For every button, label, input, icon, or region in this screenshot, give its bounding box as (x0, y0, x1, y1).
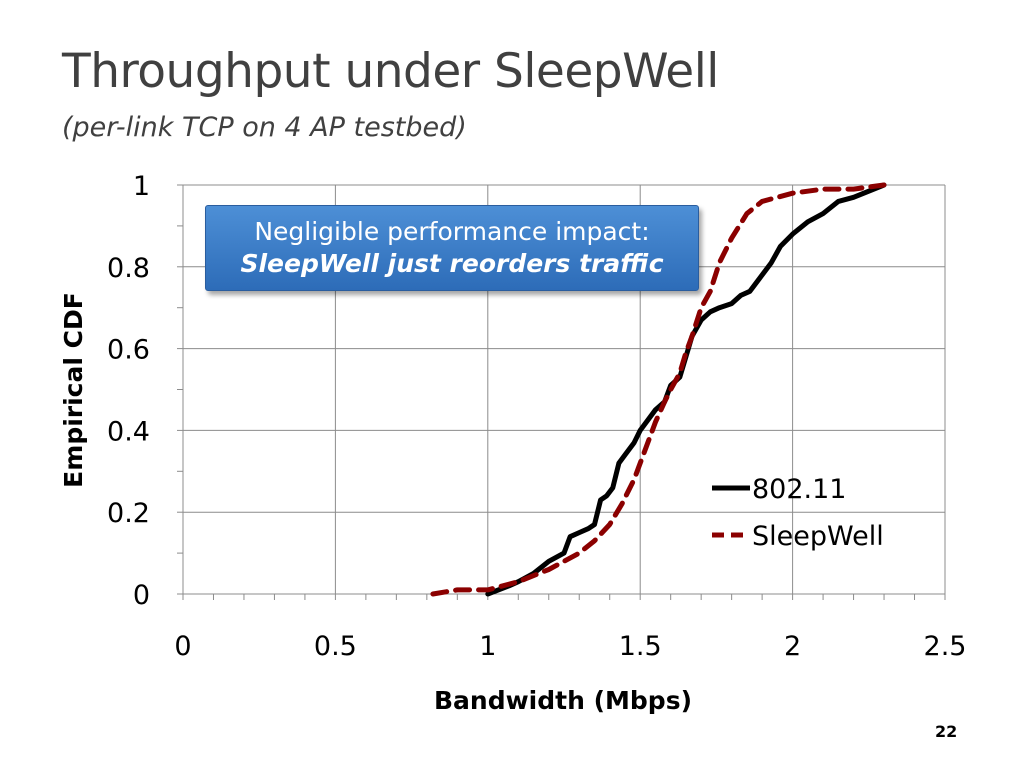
slide-subtitle: (per-link TCP on 4 AP testbed) (62, 112, 467, 143)
x-axis-label: Bandwidth (Mbps) (434, 686, 692, 715)
page-number: 22 (935, 722, 958, 741)
x-tick-label: 2.5 (924, 631, 967, 662)
y-tick-label: 1 (133, 171, 150, 202)
y-tick-label: 0.4 (107, 416, 150, 447)
series-lines (430, 182, 887, 597)
x-tick-label: 0.5 (314, 631, 357, 662)
y-tick-label: 0 (133, 580, 150, 611)
series-line-sleepwell (430, 182, 887, 597)
x-tick-label: 1 (479, 631, 496, 662)
callout-box: Negligible performance impact: SleepWell… (205, 205, 699, 291)
callout-line-1: Negligible performance impact: (254, 217, 650, 246)
y-axis-label: Empirical CDF (59, 292, 88, 488)
legend: 802.11 SleepWell (712, 474, 884, 552)
legend-label: 802.11 (752, 474, 846, 505)
y-tick-label: 0.2 (107, 498, 150, 529)
slide-title: Throughput under SleepWell (62, 44, 719, 99)
axes: 0 0.2 0.4 0.6 0.8 1 0 0.5 1 1.5 2 2.5 (107, 171, 966, 662)
x-tick-label: 2 (784, 631, 801, 662)
x-tick-label: 1.5 (619, 631, 662, 662)
legend-label: SleepWell (752, 521, 884, 552)
x-tick-label: 0 (174, 631, 191, 662)
callout-line-2: SleepWell just reorders traffic (240, 249, 664, 278)
y-tick-label: 0.8 (107, 253, 150, 284)
y-tick-label: 0.6 (107, 335, 150, 366)
